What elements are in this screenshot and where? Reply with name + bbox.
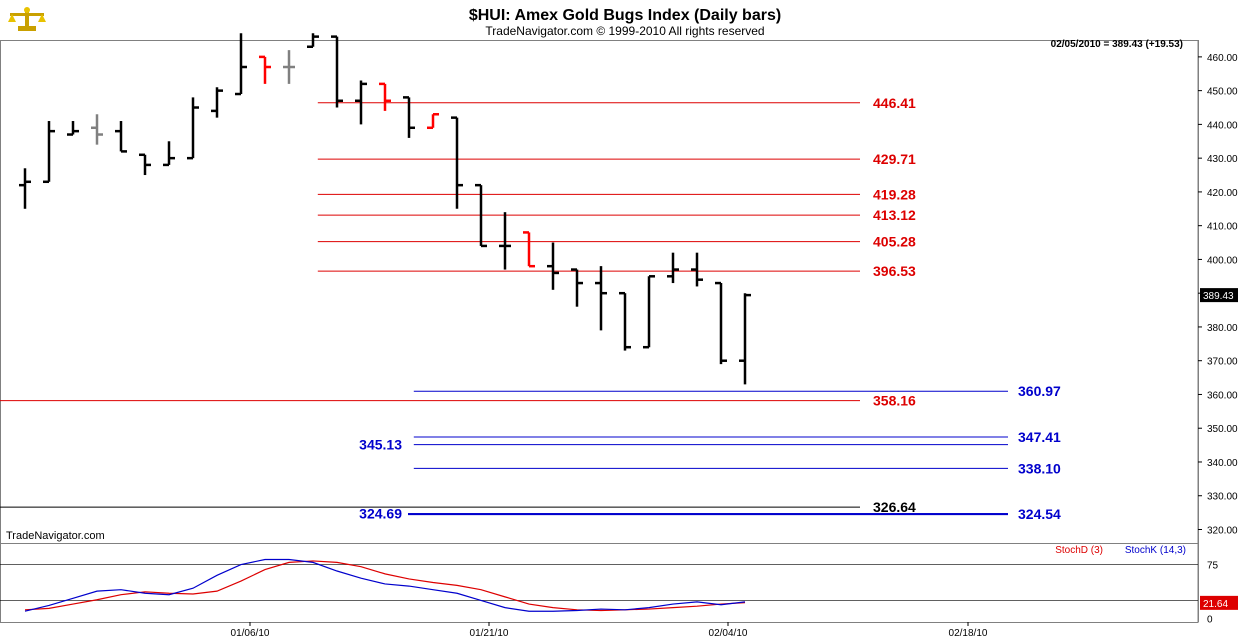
y-tick-label: 460.00 (1207, 53, 1238, 64)
ohlc-bar[interactable] (115, 121, 127, 153)
stoch-series-k (24, 558, 746, 612)
ohlc-bar[interactable] (67, 121, 79, 136)
stoch-legend-k: StochK (14,3) (1125, 545, 1186, 556)
stoch-tick-label: 0 (1207, 614, 1213, 625)
level-label-429.71: 429.71 (873, 151, 916, 167)
stoch-last-tag (1200, 595, 1238, 610)
level-label-326.64: 326.64 (873, 499, 916, 515)
ohlc-bar[interactable] (667, 252, 679, 284)
ohlc-bar[interactable] (355, 80, 367, 125)
ohlc-bar[interactable] (259, 55, 271, 84)
ohlc-bar[interactable] (139, 153, 151, 176)
ohlc-bar[interactable] (475, 183, 487, 248)
stoch-series-d (24, 560, 746, 612)
ohlc-bar[interactable] (499, 212, 511, 270)
ohlc-bar[interactable] (715, 281, 727, 365)
ohlc-bar[interactable] (427, 113, 439, 130)
level-label-338.10: 338.10 (1018, 460, 1061, 476)
last-price-tag (1200, 288, 1238, 303)
y-tick-label: 410.00 (1207, 222, 1238, 233)
ohlc-bar[interactable] (331, 35, 343, 108)
level-label-419.28: 419.28 (873, 186, 916, 202)
ohlc-bar[interactable] (691, 252, 703, 287)
y-tick-label: 380.00 (1207, 323, 1238, 334)
y-tick-label: 320.00 (1207, 525, 1238, 536)
y-tick-label: 350.00 (1207, 424, 1238, 435)
ohlc-bar[interactable] (643, 275, 655, 349)
stoch-last-label: 21.64 (1203, 599, 1228, 610)
y-tick-label: 370.00 (1207, 357, 1238, 368)
level-label-358.16: 358.16 (873, 393, 916, 409)
value-readout: 02/05/2010 = 389.43 (+19.53) (1051, 39, 1183, 50)
x-tick-label: 02/18/10 (949, 628, 988, 639)
level-label-360.97: 360.97 (1018, 383, 1061, 399)
stoch-legend-d: StochD (3) (1055, 545, 1103, 556)
stoch-tick-label: 75 (1207, 561, 1219, 572)
scales-icon (8, 7, 46, 31)
ohlc-bar[interactable] (19, 168, 31, 209)
level-label-446.41: 446.41 (873, 95, 916, 111)
ohlc-bar[interactable] (163, 141, 175, 167)
ohlc-bar[interactable] (211, 87, 223, 118)
level-label-324.69: 324.69 (359, 506, 402, 522)
ohlc-bar[interactable] (523, 231, 535, 268)
level-label-347.41: 347.41 (1018, 429, 1061, 445)
x-tick-label: 02/04/10 (709, 628, 748, 639)
ohlc-bar[interactable] (235, 33, 247, 96)
copyright-text: TradeNavigator.com © 1999-2010 All right… (485, 24, 764, 38)
ohlc-bar[interactable] (571, 268, 583, 307)
y-tick-label: 440.00 (1207, 120, 1238, 131)
ohlc-bar[interactable] (283, 50, 295, 84)
x-tick-label: 01/06/10 (231, 628, 270, 639)
x-tick-label: 01/21/10 (470, 628, 509, 639)
level-label-405.28: 405.28 (873, 234, 916, 250)
watermark-text: TradeNavigator.com (6, 530, 105, 542)
y-tick-label: 360.00 (1207, 390, 1238, 401)
chart-title: $HUI: Amex Gold Bugs Index (Daily bars) (469, 7, 781, 24)
ohlc-bar[interactable] (403, 96, 415, 138)
ohlc-bar[interactable] (739, 293, 751, 385)
y-tick-label: 330.00 (1207, 492, 1238, 503)
y-tick-label: 420.00 (1207, 188, 1238, 199)
y-tick-label: 430.00 (1207, 154, 1238, 165)
y-tick-label: 400.00 (1207, 255, 1238, 266)
ohlc-bar[interactable] (43, 121, 55, 184)
ohlc-bar[interactable] (619, 291, 631, 351)
y-tick-label: 340.00 (1207, 458, 1238, 469)
level-label-324.54: 324.54 (1018, 506, 1061, 522)
ohlc-bar[interactable] (187, 97, 199, 160)
ohlc-bar[interactable] (379, 82, 391, 111)
y-tick-label: 450.00 (1207, 87, 1238, 98)
level-label-345.13: 345.13 (359, 437, 402, 453)
ohlc-bar[interactable] (451, 116, 463, 209)
level-label-413.12: 413.12 (873, 207, 916, 223)
last-price-label: 389.43 (1203, 291, 1234, 302)
ohlc-bar[interactable] (307, 33, 319, 49)
level-label-396.53: 396.53 (873, 263, 916, 279)
ohlc-bar[interactable] (91, 114, 103, 145)
ohlc-bar[interactable] (547, 242, 559, 290)
ohlc-bar[interactable] (595, 266, 607, 331)
